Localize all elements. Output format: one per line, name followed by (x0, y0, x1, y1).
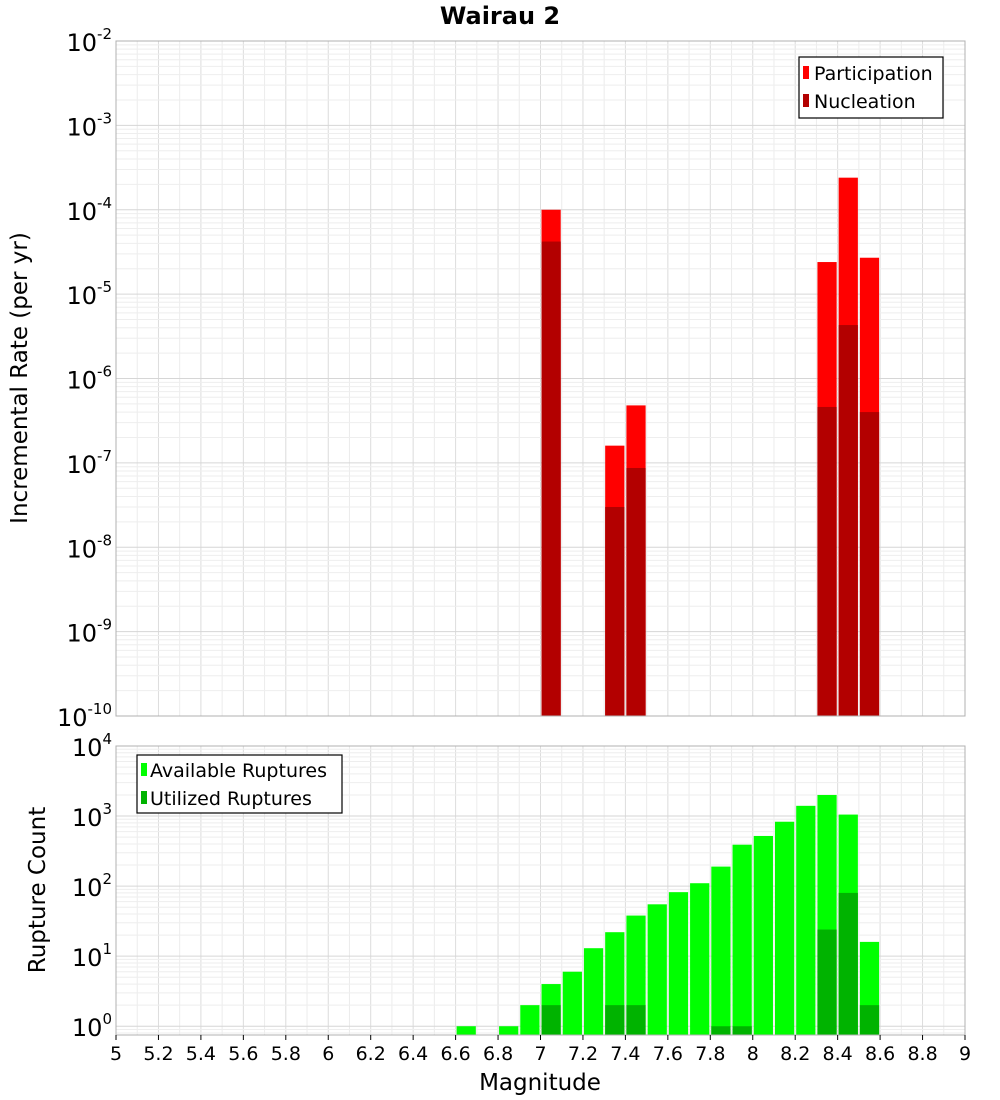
x-tick-label: 5.4 (186, 1043, 216, 1065)
top-y-tick-label: 10-8 (66, 531, 112, 563)
x-tick-label: 5.2 (143, 1043, 173, 1065)
bottom-bar-a (732, 844, 752, 1035)
bottom-legend-box (136, 754, 343, 814)
x-tick-label: 8 (747, 1043, 759, 1065)
top-y-tick-label: 10-5 (66, 278, 112, 310)
bottom-bar-b (541, 1005, 561, 1035)
bottom-bar-a (499, 1026, 519, 1035)
legend-swatch-available (141, 763, 147, 776)
bottom-bar-a (647, 904, 667, 1035)
top-plot-frame (115, 40, 966, 717)
bottom-bar-a (711, 866, 731, 1035)
legend-label-utilized: Utilized Ruptures (150, 788, 312, 810)
bottom-bar-b (732, 1026, 752, 1035)
bottom-bar-b (859, 1005, 880, 1035)
bottom-bar-a (626, 915, 646, 1035)
top-legend-box (798, 56, 944, 119)
legend-swatch-participation (803, 66, 809, 79)
top-bar-b (541, 241, 561, 717)
top-y-tick-label: 10-10 (57, 700, 112, 732)
x-tick-label: 7.4 (610, 1043, 640, 1065)
bottom-legend: Available Ruptures Utilized Ruptures (136, 754, 343, 814)
x-tick-label: 5.6 (228, 1043, 258, 1065)
bottom-y-axis-label: Rupture Count (25, 807, 51, 973)
x-tick-label: 7.2 (568, 1043, 598, 1065)
legend-label-participation: Participation (814, 63, 933, 85)
top-legend: Participation Nucleation (798, 56, 944, 119)
x-tick-label: 5 (110, 1043, 122, 1065)
x-tick-label: 6.8 (483, 1043, 513, 1065)
top-y-tick-label: 10-6 (66, 363, 112, 395)
x-tick-label: 6 (322, 1043, 334, 1065)
top-y-tick-label: 10-2 (66, 25, 112, 57)
bottom-y-tick-label: 103 (72, 800, 112, 832)
top-plot: 10-10 10-9 10-8 10-7 10-6 10-5 10-4 10-3 10-2 In… (7, 25, 966, 732)
bottom-bar-b (605, 1005, 625, 1035)
top-bar-b (838, 325, 858, 716)
top-y-tick-label: 10-7 (66, 447, 112, 479)
x-tick-label: 6.6 (440, 1043, 470, 1065)
bottom-y-tick-label: 100 (72, 1010, 112, 1042)
top-bar-b (626, 467, 646, 716)
legend-swatch-utilized (141, 791, 147, 804)
bottom-bar-a (520, 1005, 540, 1035)
bottom-bar-a (690, 883, 710, 1035)
legend-label-available: Available Ruptures (150, 760, 327, 782)
top-y-tick-label: 10-9 (66, 616, 112, 648)
x-tick-label: 6.4 (398, 1043, 428, 1065)
bottom-bar-b (817, 929, 837, 1035)
bottom-bar-a (456, 1026, 476, 1035)
top-bar-b (817, 406, 837, 716)
top-bar-b (605, 506, 625, 716)
top-bar-b (859, 412, 880, 716)
x-tick-label: 8.8 (907, 1043, 937, 1065)
bottom-bar-a (774, 821, 795, 1035)
x-tick-label: 8.2 (780, 1043, 810, 1065)
legend-label-nucleation: Nucleation (814, 91, 916, 113)
bottom-bar-a (668, 892, 689, 1035)
bottom-y-tick-label: 104 (72, 730, 112, 762)
x-tick-label: 6.2 (356, 1043, 386, 1065)
top-y-tick-label: 10-4 (66, 194, 112, 226)
bottom-bar-a (562, 971, 582, 1035)
top-y-axis-label: Incremental Rate (per yr) (7, 232, 33, 524)
bottom-bar-a (753, 835, 773, 1035)
bottom-y-tick-label: 102 (72, 870, 112, 902)
x-axis-label: Magnitude (479, 1070, 601, 1096)
x-tick-label: 8.4 (823, 1043, 853, 1065)
bottom-plot: 100 101 102 103 104 5 5.2 5.4 5.6 5.8 6 6.2 6.4 6.6 6… (25, 730, 971, 1096)
x-tick-label: 7.8 (695, 1043, 725, 1065)
top-y-tick-label: 10-3 (66, 109, 112, 141)
bottom-bar-a (796, 805, 816, 1035)
x-tick-label: 9 (959, 1043, 971, 1065)
bottom-bar-a (583, 948, 604, 1035)
bottom-bar-b (626, 1005, 646, 1035)
x-tick-label: 7.6 (653, 1043, 683, 1065)
x-tick-label: 7 (534, 1043, 546, 1065)
x-tick-label: 8.6 (865, 1043, 895, 1065)
bottom-bar-b (838, 892, 858, 1035)
legend-swatch-nucleation (803, 94, 809, 107)
x-tick-label: 5.8 (271, 1043, 301, 1065)
bottom-y-tick-label: 101 (72, 940, 112, 972)
chart-title: Wairau 2 (440, 2, 560, 30)
bottom-bar-b (711, 1026, 731, 1035)
